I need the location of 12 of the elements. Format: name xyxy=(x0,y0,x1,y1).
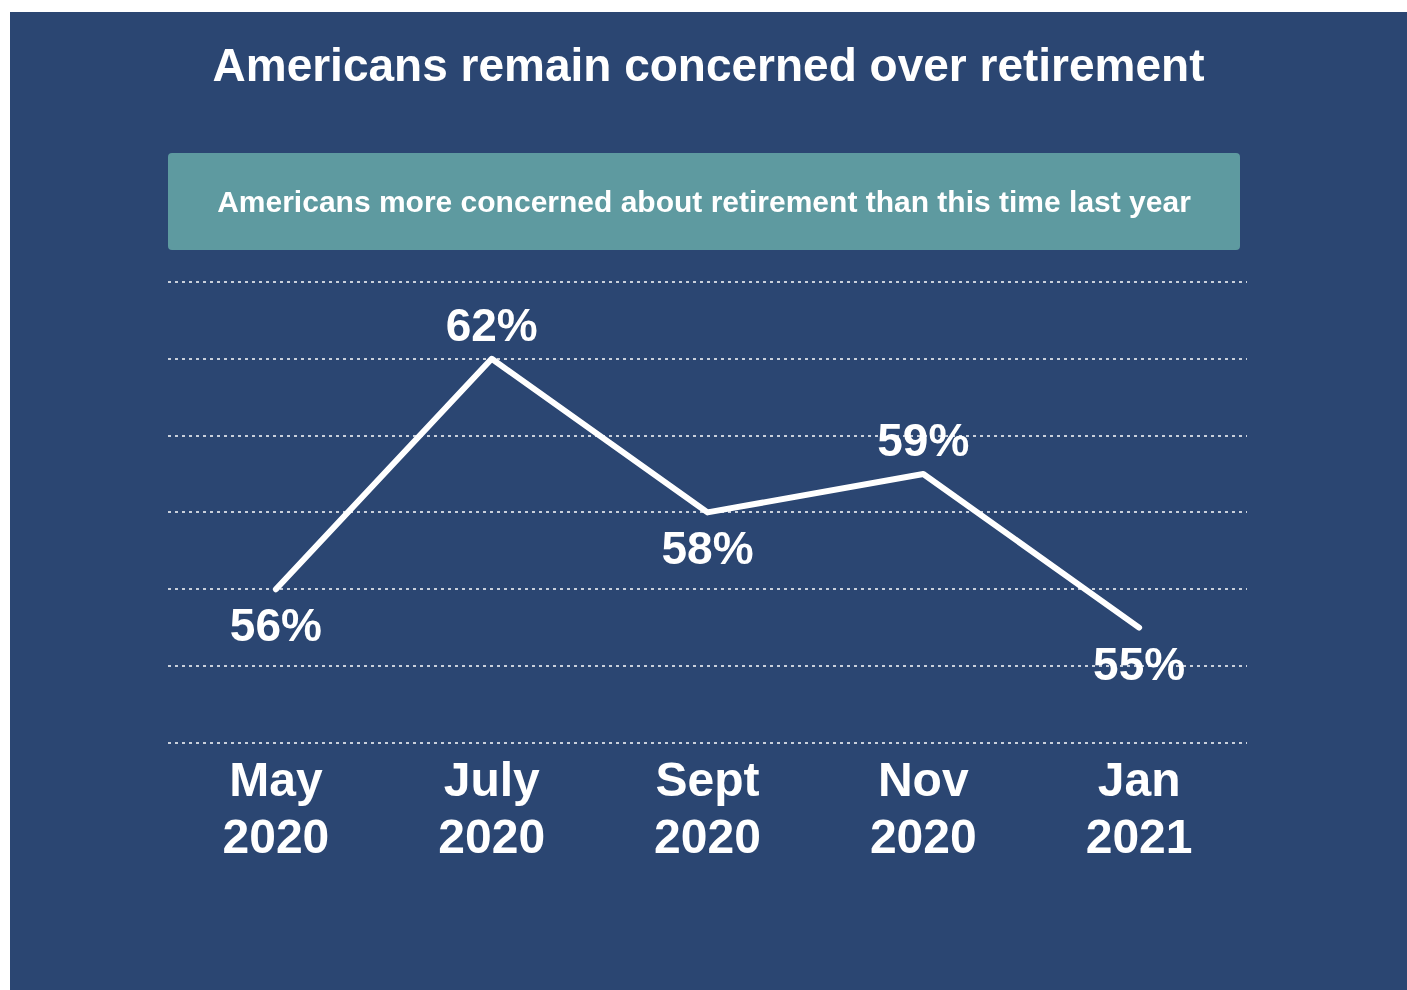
x-tick-label: Sept 2020 xyxy=(654,752,761,864)
x-tick-label: May 2020 xyxy=(222,752,330,864)
data-label: 59% xyxy=(877,414,970,466)
x-tick-label: Jan 2021 xyxy=(1085,752,1193,864)
chart-title: Americans remain concerned over retirement xyxy=(211,38,1206,92)
data-label: 62% xyxy=(445,298,538,351)
x-tick-label: July 2020 xyxy=(438,752,546,864)
x-tick-label: Nov 2020 xyxy=(869,752,977,864)
data-label: 58% xyxy=(661,522,754,575)
data-label: 56% xyxy=(229,599,322,652)
data-label: 55% xyxy=(1093,637,1186,690)
chart-subtitle: Americans more concerned about retirement than this time last year xyxy=(168,153,1240,250)
